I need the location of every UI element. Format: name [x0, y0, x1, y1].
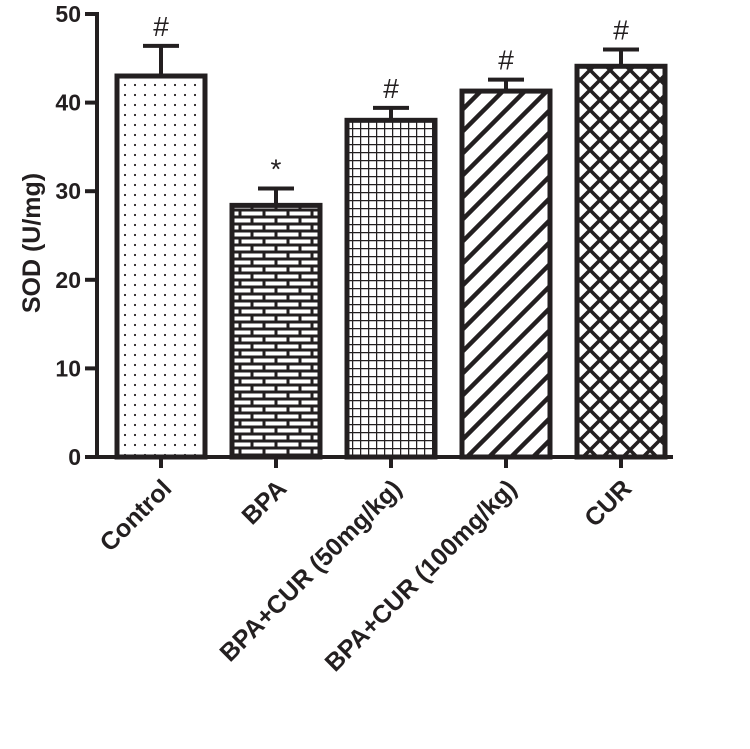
category-label: CUR: [579, 474, 637, 532]
category-label: BPA+CUR (100mg/kg): [320, 474, 523, 677]
bars: # * # # #: [114, 11, 668, 468]
y-tick-label: 20: [55, 267, 81, 293]
bar-group: #: [459, 45, 553, 468]
y-tick-label: 30: [55, 178, 81, 204]
significance-mark: #: [383, 73, 399, 104]
bar-group: *: [229, 154, 323, 468]
y-tick-label: 10: [55, 355, 81, 381]
bar: [229, 202, 323, 460]
bar: [114, 73, 208, 460]
bar: [344, 117, 438, 460]
significance-mark: #: [613, 14, 629, 45]
y-axis-label: SOD (U/mg): [18, 173, 46, 313]
bar-group: #: [344, 73, 438, 468]
y-axis: 0 10 20 30 40 50: [55, 1, 99, 470]
bar: [459, 88, 553, 460]
y-tick-label: 0: [68, 444, 81, 470]
bar-group: #: [574, 14, 668, 468]
bar-group: #: [114, 11, 208, 468]
bar: [574, 63, 668, 460]
significance-mark: #: [498, 45, 514, 76]
category-label: BPA: [236, 474, 292, 530]
significance-mark: *: [271, 154, 282, 185]
significance-mark: #: [153, 11, 169, 42]
y-tick-label: 50: [55, 1, 81, 27]
category-label: Control: [95, 474, 178, 557]
y-tick-label: 40: [55, 90, 81, 116]
